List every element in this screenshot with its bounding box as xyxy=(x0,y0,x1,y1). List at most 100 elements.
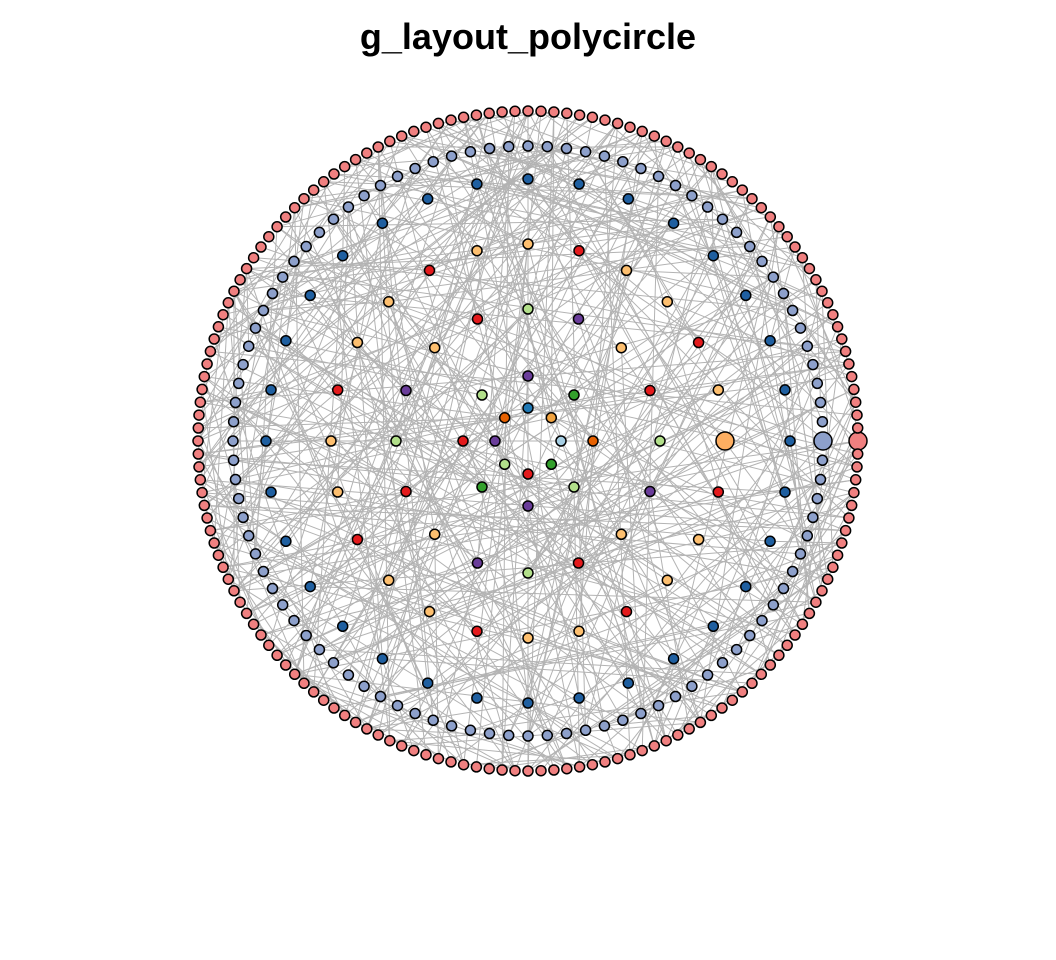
node-ring-7 xyxy=(271,220,283,233)
node-ring-7 xyxy=(420,749,432,761)
node-ring-7 xyxy=(328,702,340,714)
node-ring-6 xyxy=(276,599,289,611)
node-ring-7 xyxy=(764,211,777,223)
edge xyxy=(260,440,824,636)
edge xyxy=(233,473,529,592)
edge xyxy=(294,183,478,675)
edge xyxy=(333,173,753,200)
node-ring-7 xyxy=(279,211,292,223)
edge xyxy=(246,363,850,614)
node-ring-2 xyxy=(568,481,580,493)
edge xyxy=(210,491,407,532)
node-ring-7 xyxy=(255,241,267,253)
edge xyxy=(377,579,668,736)
node-ring-6 xyxy=(522,140,534,152)
edge xyxy=(527,178,838,328)
node-ring-6 xyxy=(560,727,573,740)
edge xyxy=(228,302,723,664)
node-ring-5 xyxy=(573,178,585,190)
edge xyxy=(366,243,529,730)
node-ring-7 xyxy=(328,168,340,180)
node-ring-7 xyxy=(773,220,785,233)
node-ring-3 xyxy=(522,303,534,315)
node-ring-4 xyxy=(471,625,483,638)
node-ring-5 xyxy=(622,677,635,689)
edge xyxy=(377,146,397,442)
node-ring-6 xyxy=(541,140,554,153)
node-ring-7 xyxy=(660,734,672,747)
node-ring-5 xyxy=(336,249,349,262)
node-ring-6 xyxy=(598,720,611,732)
node-ring-6 xyxy=(669,690,682,703)
edge xyxy=(333,218,701,723)
edge xyxy=(197,440,368,730)
node-ring-7 xyxy=(470,109,483,121)
edge xyxy=(699,226,780,723)
node-ring-6 xyxy=(391,699,404,712)
node-ring-7 xyxy=(839,345,852,358)
edge xyxy=(204,504,801,555)
edge xyxy=(821,291,834,568)
node-ring-1 xyxy=(545,411,558,424)
node-ring-7 xyxy=(849,396,862,408)
node-ring-7 xyxy=(228,585,240,597)
node-ring-6 xyxy=(502,140,515,153)
node-ring-3 xyxy=(615,341,628,354)
edge xyxy=(475,111,542,767)
node-ring-5 xyxy=(265,486,277,498)
node-ring-3 xyxy=(615,528,628,541)
node-ring-6 xyxy=(249,548,262,560)
edge xyxy=(228,578,471,731)
edge xyxy=(268,168,416,646)
node-ring-5 xyxy=(622,193,635,205)
node-ring-6 xyxy=(232,377,245,390)
edge xyxy=(233,216,771,292)
edge xyxy=(272,588,568,770)
node-ring-7 xyxy=(384,135,396,148)
node-ring-7 xyxy=(522,765,534,777)
node-ring-1 xyxy=(522,468,534,480)
edge xyxy=(463,754,631,766)
edge xyxy=(233,268,248,422)
node-ring-2 xyxy=(568,389,580,401)
node-ring-7 xyxy=(483,762,495,775)
node-ring-7 xyxy=(432,752,445,765)
node-ring-7 xyxy=(839,524,852,537)
node-ring-7 xyxy=(196,486,208,499)
node-ring-4 xyxy=(573,625,585,638)
edge xyxy=(235,402,516,772)
edge xyxy=(265,290,823,442)
node-ring-7 xyxy=(395,130,408,142)
node-ring-7 xyxy=(288,668,301,681)
edge xyxy=(377,146,434,721)
edge xyxy=(380,246,751,697)
node-ring-7 xyxy=(599,756,611,768)
edge xyxy=(470,623,803,731)
node-ring-6 xyxy=(445,720,458,732)
node-ring-6 xyxy=(744,629,756,642)
edge xyxy=(355,123,619,723)
node-ring-7 xyxy=(848,486,860,499)
node-ring-7 xyxy=(222,573,235,585)
node-ring-1 xyxy=(545,458,558,471)
edge xyxy=(550,464,667,741)
edge xyxy=(303,146,678,200)
node-ring-3 xyxy=(428,528,441,541)
node-ring-6 xyxy=(579,145,592,158)
node-ring-7 xyxy=(208,537,220,549)
edge xyxy=(653,136,659,177)
edge xyxy=(210,350,858,416)
edge xyxy=(263,301,389,311)
node-ring-6 xyxy=(686,189,698,202)
node-ring-6 xyxy=(242,340,255,352)
node-ring-4 xyxy=(712,384,725,396)
node-ring-6 xyxy=(652,170,665,183)
node-ring-7 xyxy=(212,321,225,333)
node-ring-3 xyxy=(572,557,585,569)
edge xyxy=(201,492,743,693)
edge xyxy=(263,310,858,455)
node-ring-6 xyxy=(464,724,477,737)
node-ring-7 xyxy=(196,383,208,396)
edge xyxy=(622,590,823,721)
node-ring-6 xyxy=(288,614,300,627)
